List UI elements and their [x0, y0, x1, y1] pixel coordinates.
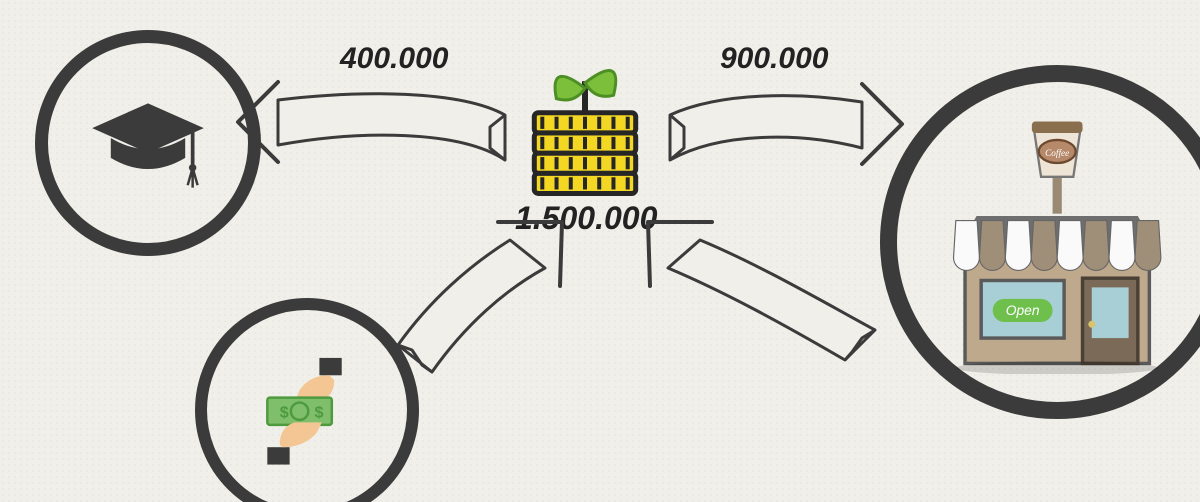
arrows-layer — [0, 0, 1200, 502]
diagram-stage: $$CoffeeOpen1.500.000400.000900.000 — [0, 0, 1200, 502]
arrow-income-to-center — [398, 222, 562, 372]
arrow-center-to-shop — [670, 84, 902, 164]
arrow-center-to-education — [238, 82, 505, 162]
arrow-shop-to-center — [648, 222, 875, 360]
